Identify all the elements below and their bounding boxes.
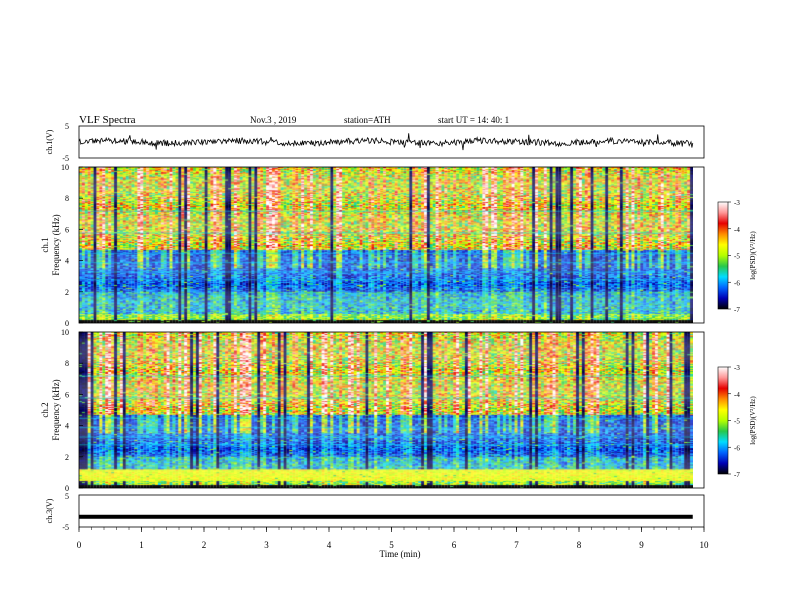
figure-title: VLF Spectra [79, 114, 136, 126]
ch1-colorbar-tick: -7 [734, 306, 740, 314]
spec1-raster [79, 167, 693, 323]
time-axis-tick: 6 [452, 540, 457, 550]
ch2-colorbar-tick: -6 [734, 444, 740, 452]
ch2-colorbar-tick: -4 [734, 391, 740, 399]
ch1-waveform-ytick-top: 5 [65, 122, 69, 131]
ch2-colorbar-label: log(PSD)(V²/Hz) [749, 396, 757, 445]
time-axis-tick: 8 [577, 540, 582, 550]
spec2-raster [79, 332, 693, 488]
header-date: Nov.3 , 2019 [250, 115, 297, 125]
ch1-spectrogram-frame [78, 166, 705, 324]
time-axis: 0 1 2 3 4 5 6 7 8 9 10 [77, 527, 709, 550]
ch2-spectrogram-ylabel: Frequency (kHz) [51, 379, 61, 440]
ch1-waveform-ytick-bottom: -5 [62, 154, 69, 163]
ch2-spectrogram-ytick: 0 [65, 484, 69, 493]
ch1-spectrogram-ytick: 6 [65, 225, 69, 234]
ch1-spectrogram-panel: 0 2 4 6 8 10 ch.1 Frequency (kHz) [40, 163, 705, 328]
ch2-spectrogram-ytick: 2 [65, 453, 69, 462]
ch3-waveform-ytick-top: 5 [65, 492, 69, 501]
ch2-spectrogram-ytick: 10 [61, 328, 69, 337]
ch2-colorbar: -3 -4 -5 -6 -7 log(PSD)(V²/Hz) [717, 364, 757, 479]
ch2-spectrogram-image [79, 332, 693, 488]
time-axis-tick: 0 [77, 540, 82, 550]
ch3-waveform-frame [78, 494, 705, 528]
ch2-spectrogram-ytick: 8 [65, 359, 69, 368]
time-axis-tick: 10 [700, 540, 710, 550]
ch1-colorbar-tick: -3 [734, 199, 740, 207]
time-axis-tick: 5 [389, 540, 394, 550]
header-start-time: start UT = 14: 40: 1 [438, 115, 509, 125]
ch1-waveform-frame [78, 125, 705, 159]
ch1-waveform-panel: 5 -5 ch.1(V) [45, 122, 705, 163]
ch1-spectrogram-ytick: 0 [65, 319, 69, 328]
ch1-colorbar-gradient [717, 201, 729, 310]
time-axis-tick: 9 [639, 540, 644, 550]
ch2-spectrogram-ytick: 4 [65, 422, 69, 431]
ch1-spectrogram-ylabel: Frequency (kHz) [51, 214, 61, 275]
ch1-spectrogram-ytick: 8 [65, 194, 69, 203]
time-axis-tick: 2 [202, 540, 207, 550]
time-axis-label: Time (min) [380, 549, 421, 559]
ch1-colorbar-label: log(PSD)(V²/Hz) [749, 231, 757, 280]
time-axis-tick: 3 [264, 540, 269, 550]
ch2-colorbar-gradient [717, 366, 729, 475]
ch3-waveform-ytick-bottom: -5 [62, 523, 69, 532]
ch1-colorbar: -3 -4 -5 -6 -7 log(PSD)(V²/Hz) [717, 199, 757, 314]
ch3-waveform-ylabel: ch.3(V) [45, 498, 54, 523]
ch1-spectrogram-channel-label: ch.1 [40, 237, 50, 252]
ch1-waveform-trace [78, 133, 694, 151]
time-axis-tick: 4 [327, 540, 332, 550]
ch2-spectrogram-channel-label: ch.2 [40, 402, 50, 417]
ch1-colorbar-tick: -6 [734, 279, 740, 287]
ch1-spectrogram-image [79, 167, 693, 323]
ch2-colorbar-tick: -3 [734, 364, 740, 372]
header-station: station=ATH [344, 115, 391, 125]
ch1-spectrogram-ytick: 2 [65, 288, 69, 297]
ch1-colorbar-tick: -5 [734, 253, 740, 261]
ch2-spectrogram-ytick: 6 [65, 390, 69, 399]
ch2-colorbar-tick: -5 [734, 418, 740, 426]
time-axis-tick: 1 [139, 540, 144, 550]
time-axis-tick: 7 [514, 540, 519, 550]
ch2-spectrogram-frame [78, 331, 705, 489]
ch2-spectrogram-panel: 0 2 4 6 8 10 ch.2 Frequency (kHz) [40, 328, 705, 493]
ch1-colorbar-tick: -4 [734, 226, 740, 234]
ch3-waveform-trace [79, 514, 693, 519]
ch1-waveform-ylabel: ch.1(V) [45, 129, 54, 154]
ch2-colorbar-tick: -7 [734, 471, 740, 479]
ch1-spectrogram-ytick: 10 [61, 163, 69, 172]
ch1-spectrogram-ytick: 4 [65, 257, 69, 266]
ch3-waveform-panel: 5 -5 ch.3(V) [45, 492, 705, 532]
